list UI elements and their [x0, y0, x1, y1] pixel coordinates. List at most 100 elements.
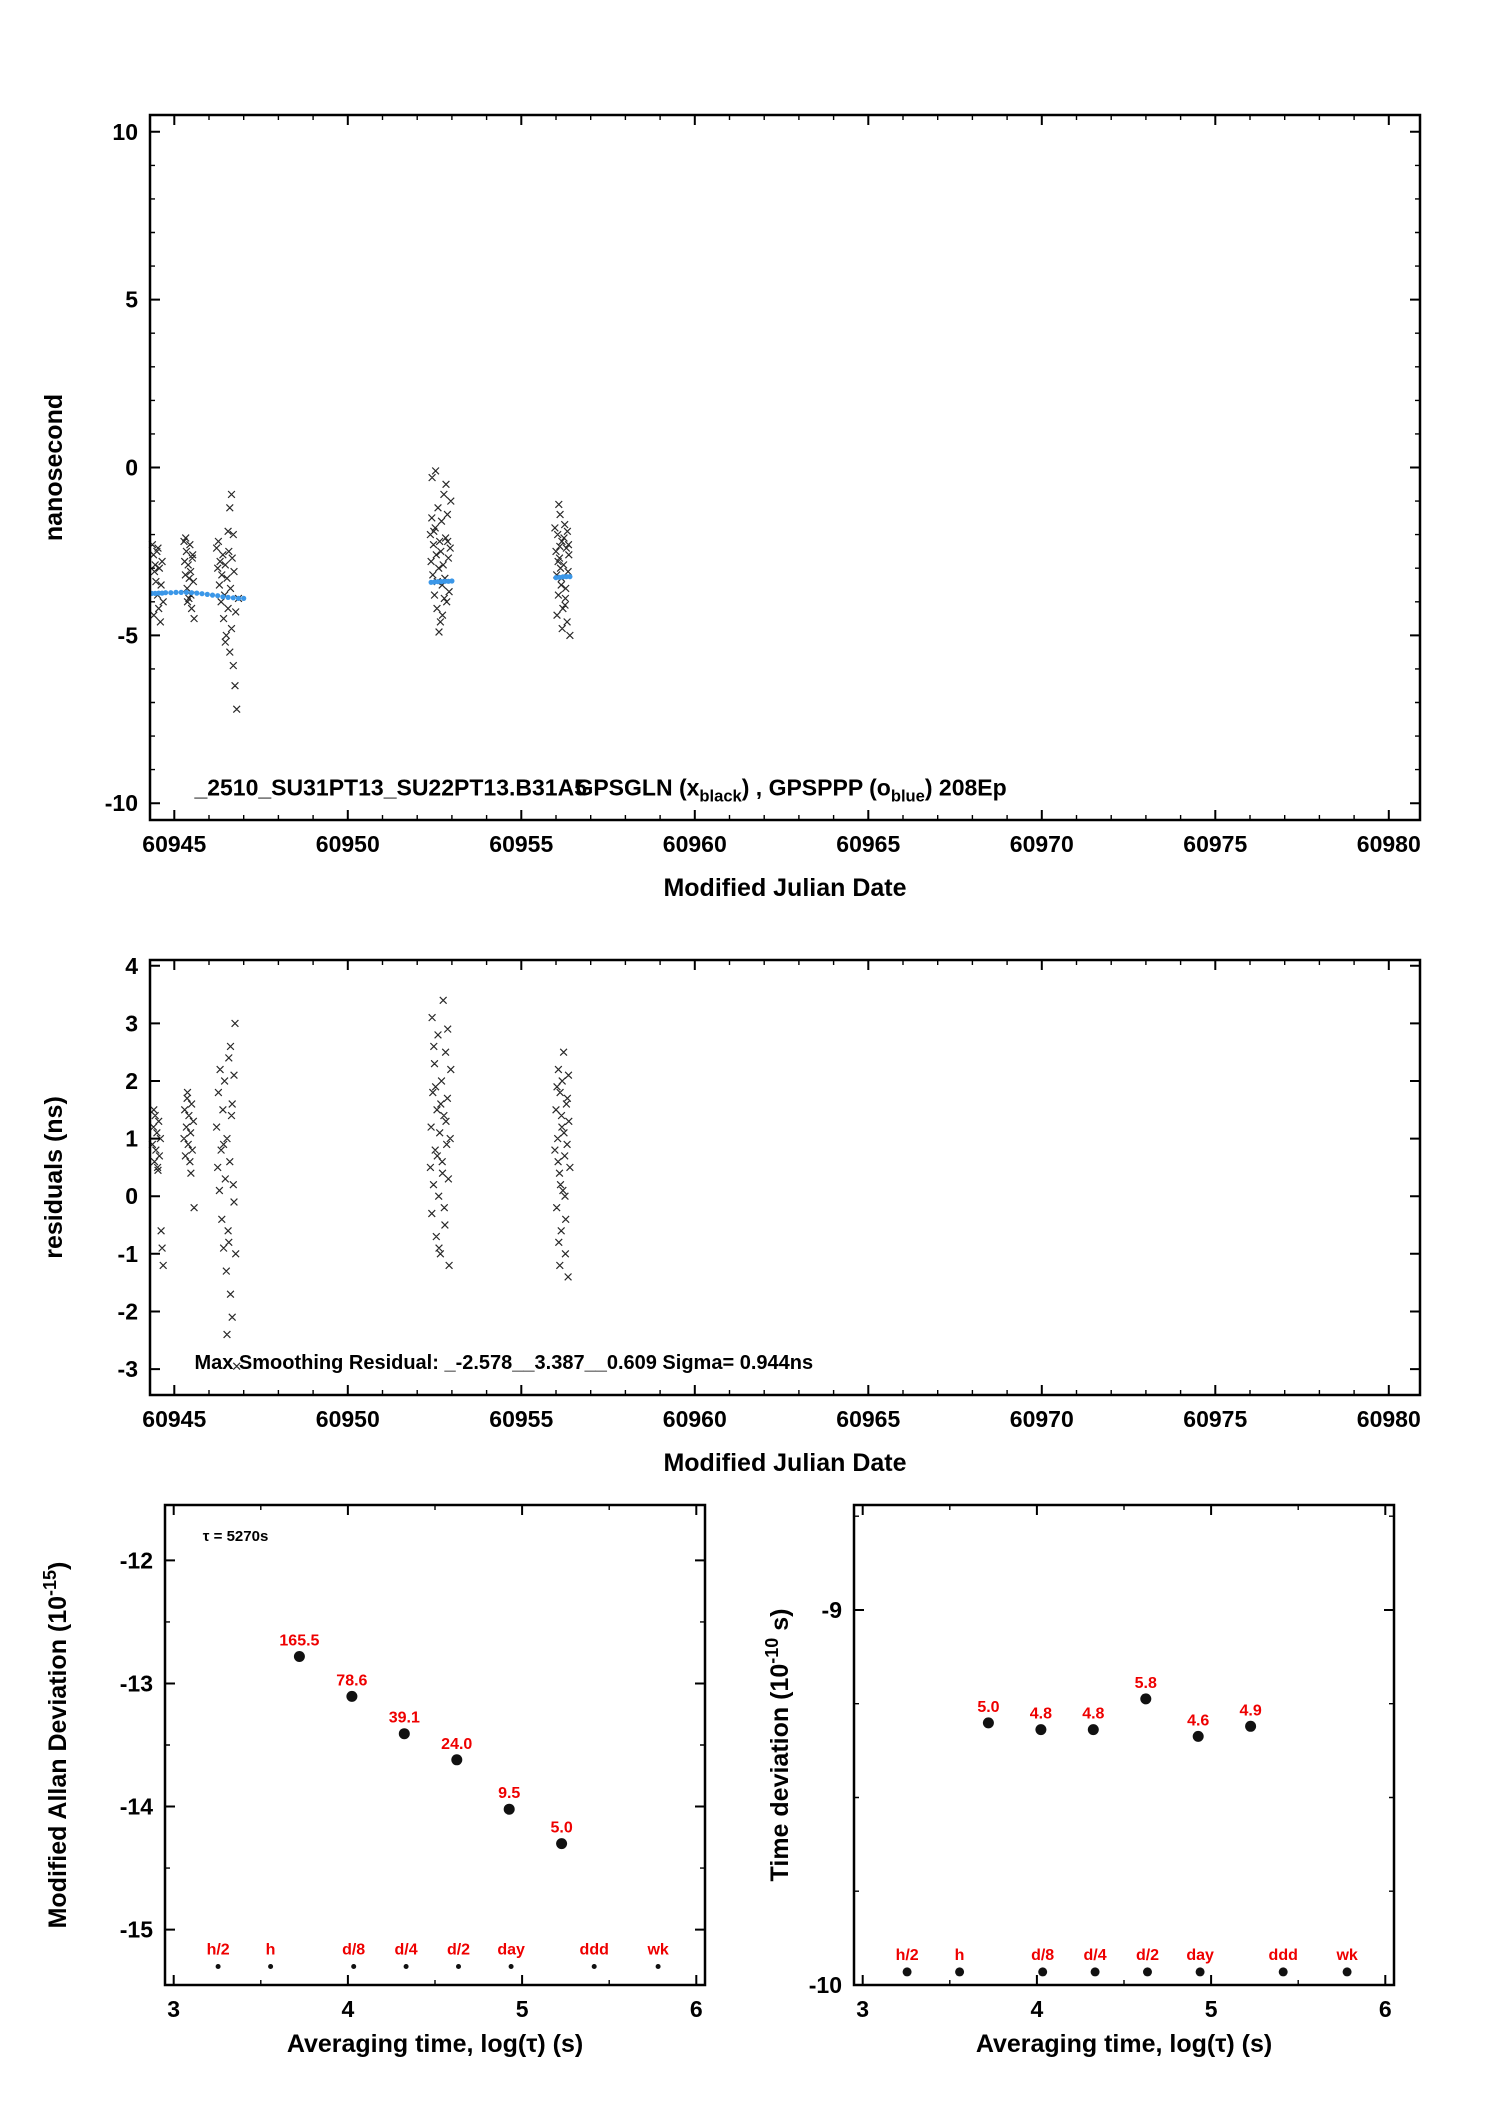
phase-ytick-label: 0	[125, 455, 138, 481]
phase-plot-frame	[148, 113, 1422, 822]
phase-xtick-label: 60965	[836, 831, 900, 857]
mdev-tau-label: d/2	[447, 1942, 470, 1959]
mdev-plot-frame	[163, 1503, 707, 1987]
tdev-tau-label: ddd	[1269, 1947, 1298, 1964]
residuals-annotation-0: Max Smoothing Residual: _-2.578__3.387__…	[194, 1352, 813, 1374]
mdev-tau-markers	[215, 1964, 661, 1969]
residuals-xtick-label: 60980	[1357, 1406, 1421, 1432]
mdev-tau-label: wk	[646, 1942, 668, 1959]
tdev-ytick-label: -9	[822, 1597, 842, 1623]
mdev-tau-label: h	[266, 1942, 276, 1959]
mdev-tau-label: d/8	[342, 1942, 365, 1959]
tdev-tau-label: d/4	[1084, 1947, 1107, 1964]
residuals-minor-ticks	[208, 960, 1355, 1395]
mdev-value-label: 9.5	[498, 1785, 520, 1802]
tdev-xtick-label: 3	[856, 1996, 869, 2022]
mdev-value-label: 39.1	[389, 1710, 420, 1727]
mdev-dot-markers	[293, 1651, 568, 1850]
mdev-minor-ticks	[165, 1505, 705, 1985]
tdev-value-label: 4.9	[1240, 1702, 1262, 1719]
mdev-tau-label: h/2	[207, 1942, 230, 1959]
residuals-xtick-label: 60960	[663, 1406, 727, 1432]
tdev-value-label: 5.0	[977, 1699, 999, 1716]
mdev-tau-label: day	[497, 1942, 525, 1959]
mdev-xtick-label: 6	[690, 1996, 703, 2022]
mdev-value-label: 78.6	[336, 1672, 367, 1689]
tdev-xtick-label: 6	[1379, 1996, 1392, 2022]
mdev-value-label: 165.5	[279, 1633, 319, 1650]
residuals-xaxis-title: Modified Julian Date	[663, 1449, 906, 1477]
phase-ytick-label: 10	[112, 119, 138, 145]
gpsgln-x-markers	[148, 467, 574, 714]
tdev-yaxis-title: Time deviation (10-10 s)	[762, 1609, 794, 1882]
phase-ytick-label: -10	[105, 790, 138, 816]
phase-xtick-label: 60975	[1183, 831, 1247, 857]
tdev-tau-label: day	[1186, 1947, 1214, 1964]
phase-xtick-label: 60980	[1357, 831, 1421, 857]
tdev-xaxis-title: Averaging time, log(τ) (s)	[976, 2030, 1272, 2058]
tdev-xtick-label: 5	[1205, 1996, 1218, 2022]
mdev-xtick-label: 3	[167, 1996, 180, 2022]
tdev-ytick-label: -10	[809, 1972, 842, 1998]
tdev-major-ticks	[854, 1505, 1394, 1986]
phase-xtick-label: 60950	[316, 831, 380, 857]
tdev-value-label: 4.8	[1082, 1706, 1104, 1723]
phase-xaxis-title: Modified Julian Date	[663, 874, 906, 902]
residuals-ytick-label: 4	[125, 953, 138, 979]
tdev-tau-label: h/2	[896, 1947, 919, 1964]
mdev-major-ticks	[165, 1505, 705, 1985]
residuals-ytick-label: 1	[125, 1126, 138, 1152]
residuals-ytick-label: -1	[118, 1241, 139, 1267]
tdev-value-label: 5.8	[1135, 1675, 1157, 1692]
residuals-ytick-label: -2	[118, 1298, 138, 1324]
phase-annotation-0: _2510_SU31PT13_SU22PT13.B31A5	[193, 774, 587, 800]
residuals-plot-frame	[148, 958, 1422, 1397]
phase-ytick-label: 5	[125, 287, 138, 313]
residuals-yaxis-title: residuals (ns)	[40, 1096, 68, 1259]
mdev-tau-label: ddd	[580, 1942, 609, 1959]
mdev-xtick-label: 4	[342, 1996, 355, 2022]
residuals-major-ticks	[150, 960, 1420, 1395]
mdev-ytick-label: -14	[120, 1794, 153, 1820]
residuals-ytick-label: 2	[125, 1068, 138, 1094]
tdev-minor-ticks	[854, 1505, 1394, 1985]
phase-xtick-label: 60960	[663, 831, 727, 857]
mdev-value-label: 24.0	[441, 1736, 472, 1753]
phase-major-ticks	[150, 115, 1420, 820]
residuals-xtick-label: 60950	[316, 1406, 380, 1432]
residuals-ytick-label: 0	[125, 1183, 138, 1209]
tdev-value-label: 4.8	[1030, 1706, 1052, 1723]
residuals-ytick-label: -3	[118, 1356, 138, 1382]
residuals-x-markers	[148, 996, 574, 1371]
phase-xtick-label: 60955	[489, 831, 553, 857]
mdev-xtick-label: 5	[516, 1996, 529, 2022]
time-deviation-chart: 5.0 4.8 4.8 5.8 4.6 4.9 h/2 h d/8 d/4 d/2 day ddd wk 3…	[762, 1503, 1396, 2058]
modified-allan-deviation-chart: 165.5 78.6 39.1 24.0 9.5 5.0 h/2 h d/8 d/4 d/2 day d…	[40, 1503, 707, 2058]
phase-xtick-label: 60945	[142, 831, 206, 857]
gpsppp-circle-markers	[149, 574, 573, 602]
residuals-chart: 60945 60950 60955 60960 60965 60970 60975 60980…	[40, 953, 1422, 1477]
residuals-xtick-label: 60970	[1010, 1406, 1074, 1432]
phase-chart: 60945 60950 60955 60960 60965 60970 60975 60980…	[40, 113, 1422, 902]
tdev-tau-label: wk	[1335, 1947, 1357, 1964]
phase-annotation-1: GPSGLN (xblack) , GPSPPP (oblue) 208Ep	[575, 774, 1006, 805]
mdev-annotation-0: τ = 5270s	[203, 1528, 269, 1545]
phase-xtick-label: 60970	[1010, 831, 1074, 857]
residuals-xtick-label: 60965	[836, 1406, 900, 1432]
residuals-ytick-label: 3	[125, 1010, 138, 1036]
residuals-xtick-label: 60955	[489, 1406, 553, 1432]
mdev-ytick-label: -13	[120, 1670, 153, 1696]
tdev-plot-frame	[852, 1503, 1396, 1987]
tdev-tau-label: d/8	[1031, 1947, 1054, 1964]
tdev-tau-label: d/2	[1136, 1947, 1159, 1964]
mdev-ytick-label: -12	[120, 1547, 153, 1573]
mdev-tau-label: d/4	[395, 1942, 418, 1959]
phase-yaxis-title: nanosecond	[40, 394, 68, 541]
tdev-value-label: 4.6	[1187, 1712, 1209, 1729]
tdev-dot-markers	[982, 1693, 1257, 1742]
phase-minor-ticks	[150, 115, 1420, 820]
mdev-yaxis-title: Modified Allan Deviation (10-15)	[40, 1562, 72, 1929]
mdev-ytick-label: -15	[120, 1917, 153, 1943]
residuals-xtick-label: 60945	[142, 1406, 206, 1432]
